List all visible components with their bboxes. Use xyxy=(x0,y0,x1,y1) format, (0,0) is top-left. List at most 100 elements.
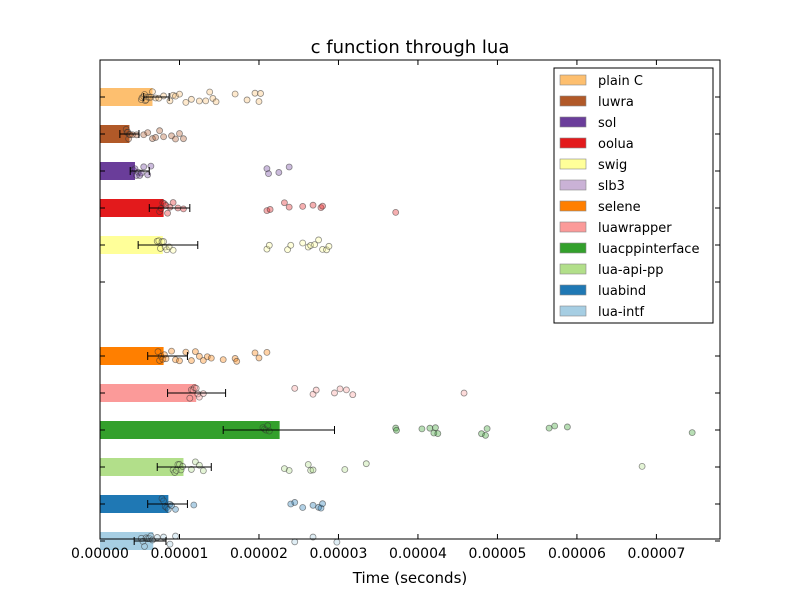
data-point xyxy=(156,127,164,135)
data-point xyxy=(172,356,179,364)
legend-swatch xyxy=(559,179,587,191)
x-tick-label: 0.00004 xyxy=(389,546,447,562)
data-point xyxy=(266,206,274,213)
x-tick-label: 0.00005 xyxy=(468,546,526,562)
bar xyxy=(100,162,135,180)
legend-label: lua-intf xyxy=(598,305,644,320)
x-axis-ticks: 0.00000 0.00001 0.00002 0.00003 0.00004 0.000… xyxy=(71,60,685,562)
data-point xyxy=(231,90,239,98)
data-point xyxy=(426,424,434,432)
data-point xyxy=(182,348,190,356)
data-point xyxy=(418,425,426,433)
data-point xyxy=(164,209,171,217)
data-point xyxy=(192,384,200,392)
legend-swatch xyxy=(559,221,587,233)
data-point xyxy=(172,532,179,540)
data-point xyxy=(349,391,357,399)
bar xyxy=(100,495,169,513)
data-point xyxy=(285,203,293,211)
data-point xyxy=(483,425,491,433)
data-point xyxy=(263,348,271,356)
data-point xyxy=(179,463,187,470)
data-point xyxy=(285,467,293,474)
data-point xyxy=(172,505,179,513)
data-point xyxy=(188,466,195,473)
data-point xyxy=(291,499,299,506)
data-point xyxy=(551,422,559,430)
legend-swatch xyxy=(559,116,587,128)
data-point xyxy=(137,169,145,177)
data-point xyxy=(392,208,400,216)
legend-label: selene xyxy=(598,200,641,215)
data-point xyxy=(312,386,320,394)
data-point xyxy=(299,239,307,247)
data-point xyxy=(199,390,207,397)
legend-label: swig xyxy=(598,158,627,173)
data-point xyxy=(166,203,174,211)
data-point xyxy=(251,349,259,357)
data-point xyxy=(190,501,198,509)
legend-swatch xyxy=(559,284,587,296)
data-point xyxy=(169,199,177,206)
data-point xyxy=(304,461,312,468)
data-point xyxy=(336,385,344,393)
bar xyxy=(100,458,184,476)
data-point xyxy=(186,394,194,402)
data-point xyxy=(323,246,330,254)
data-point xyxy=(243,96,251,104)
legend-swatch xyxy=(559,263,587,275)
data-point xyxy=(275,169,283,176)
data-point xyxy=(257,90,264,97)
data-point xyxy=(299,202,307,210)
data-point xyxy=(176,90,183,98)
data-point xyxy=(180,205,187,213)
y-axis-ticks xyxy=(100,96,720,542)
legend-label: oolua xyxy=(598,137,634,152)
legend-swatch xyxy=(559,305,587,317)
legend-label: lua-api-pp xyxy=(598,263,664,278)
data-point xyxy=(233,357,241,365)
bar xyxy=(100,88,153,106)
data-point xyxy=(309,501,317,509)
data-point xyxy=(563,423,571,431)
data-point xyxy=(140,131,148,139)
data-point xyxy=(319,500,326,508)
data-point xyxy=(153,534,161,541)
data-point xyxy=(160,92,167,100)
x-tick-label: 0.00001 xyxy=(151,546,209,562)
legend-label: sol xyxy=(598,116,616,131)
bar xyxy=(100,236,163,254)
data-point xyxy=(141,543,148,550)
data-point xyxy=(251,89,259,97)
data-point xyxy=(202,97,210,105)
data-point xyxy=(172,135,179,143)
data-point xyxy=(144,129,152,137)
data-point xyxy=(434,430,442,437)
legend-swatch xyxy=(559,95,587,107)
data-point xyxy=(255,354,263,362)
data-point xyxy=(285,163,293,171)
x-tick-label: 0.00006 xyxy=(548,546,606,562)
legend-label: luacppinterface xyxy=(598,242,699,257)
bar xyxy=(100,384,197,402)
bar xyxy=(100,421,280,439)
legend: plain C luwra sol oolua swig slb3 selene luawra… xyxy=(553,67,714,324)
data-point xyxy=(176,130,183,137)
x-tick-label: 0.00002 xyxy=(230,546,288,562)
data-point xyxy=(207,354,215,362)
data-point xyxy=(460,389,468,397)
data-point xyxy=(180,135,187,143)
data-point xyxy=(154,348,162,356)
data-point xyxy=(194,390,202,398)
data-point xyxy=(182,98,190,106)
legend-frame xyxy=(553,67,714,324)
data-point xyxy=(545,424,553,432)
legend-label: luabind xyxy=(598,284,646,299)
data-point xyxy=(160,133,167,141)
data-point xyxy=(195,97,203,105)
data-point xyxy=(176,357,183,365)
data-point xyxy=(133,131,140,139)
data-point xyxy=(188,95,195,103)
x-tick-label: 0.00007 xyxy=(627,546,685,562)
